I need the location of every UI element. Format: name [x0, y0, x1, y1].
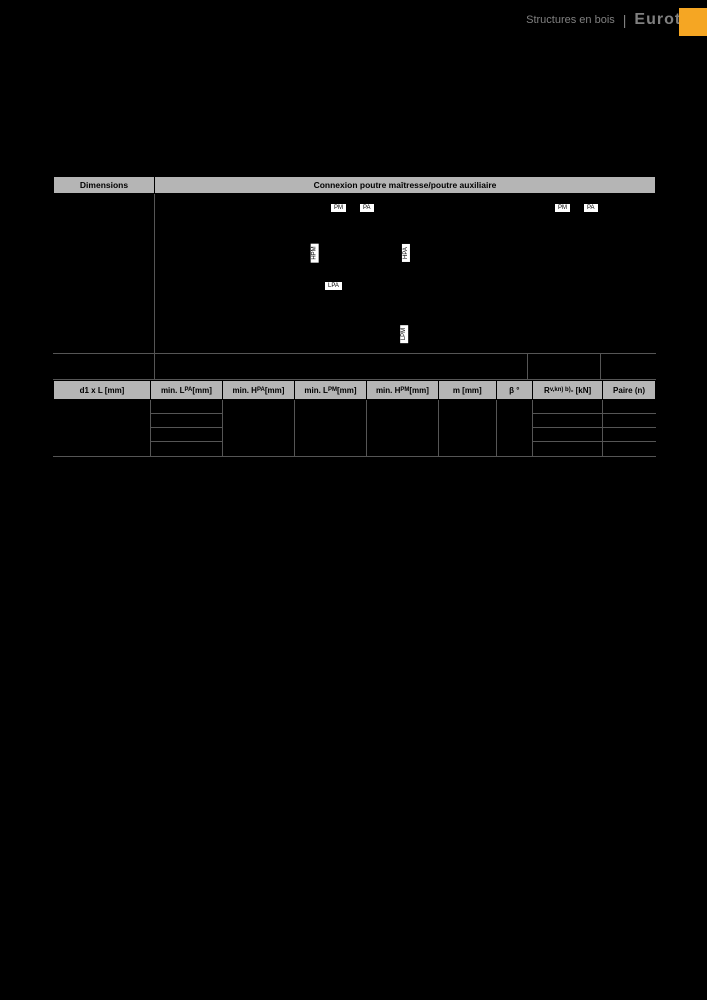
sep-r1	[528, 354, 601, 379]
table-row	[603, 428, 656, 442]
accent-block	[679, 8, 707, 36]
data-c7	[533, 400, 603, 456]
label-lpa: LPA	[325, 282, 342, 290]
table-row	[533, 442, 602, 456]
table-row	[151, 414, 222, 428]
label-pm-2: PM	[555, 204, 570, 212]
label-hpm: HPM	[311, 243, 319, 262]
data-c4	[367, 400, 439, 456]
header-connexion: Connexion poutre maîtresse/poutre auxili…	[155, 176, 656, 194]
label-hpa: HPA	[402, 244, 410, 262]
data-rows	[53, 400, 656, 457]
label-pm: PM	[331, 204, 346, 212]
col-min-lpm: min. LPM[mm]	[295, 380, 367, 400]
data-c1	[151, 400, 223, 456]
header-divider: |	[623, 12, 627, 28]
table-row	[603, 414, 656, 428]
table-row	[533, 428, 602, 442]
data-c3	[295, 400, 367, 456]
data-c0	[53, 400, 151, 456]
sep-mid	[155, 354, 528, 379]
col-min-hpa: min. HPA [mm]	[223, 380, 295, 400]
table-row	[151, 442, 222, 456]
page-header: Structures en bois | Eurotec	[0, 0, 707, 40]
sep-r2	[601, 354, 656, 379]
col-m: m [mm]	[439, 380, 497, 400]
diagram-area: PM PA PM PA HPM HPA LPA LPM	[155, 194, 656, 353]
data-c5	[439, 400, 497, 456]
data-c2	[223, 400, 295, 456]
header-section: Structures en bois	[526, 14, 615, 26]
label-lpm: LPM	[400, 325, 408, 343]
capacity-table: Dimensions Connexion poutre maîtresse/po…	[53, 176, 656, 457]
header-dimensions: Dimensions	[53, 176, 155, 194]
diagram-row: PM PA PM PA HPM HPA LPA LPM	[53, 194, 656, 354]
column-header-row: d1 x L [mm] min. LPA [mm] min. HPA [mm] …	[53, 380, 656, 400]
data-c6	[497, 400, 534, 456]
col-min-hpm: min. HPM [mm]	[367, 380, 439, 400]
data-c8	[603, 400, 656, 456]
col-paire: Paire (n)	[603, 380, 656, 400]
table-row	[603, 400, 656, 414]
col-beta: β °	[497, 380, 534, 400]
label-pa-2: PA	[584, 204, 598, 212]
table-row	[533, 400, 602, 414]
table-row	[603, 442, 656, 456]
col-rvk: Rv,kn) b) - [kN]	[533, 380, 603, 400]
top-header-row: Dimensions Connexion poutre maîtresse/po…	[53, 176, 656, 194]
diagram-left-cell	[53, 194, 155, 353]
table-row	[151, 400, 222, 414]
col-min-lpa: min. LPA [mm]	[151, 380, 223, 400]
sep-left	[53, 354, 155, 379]
table-row	[533, 414, 602, 428]
separator-row	[53, 354, 656, 380]
col-d1xl: d1 x L [mm]	[53, 380, 151, 400]
label-pa: PA	[360, 204, 374, 212]
table-row	[151, 428, 222, 442]
